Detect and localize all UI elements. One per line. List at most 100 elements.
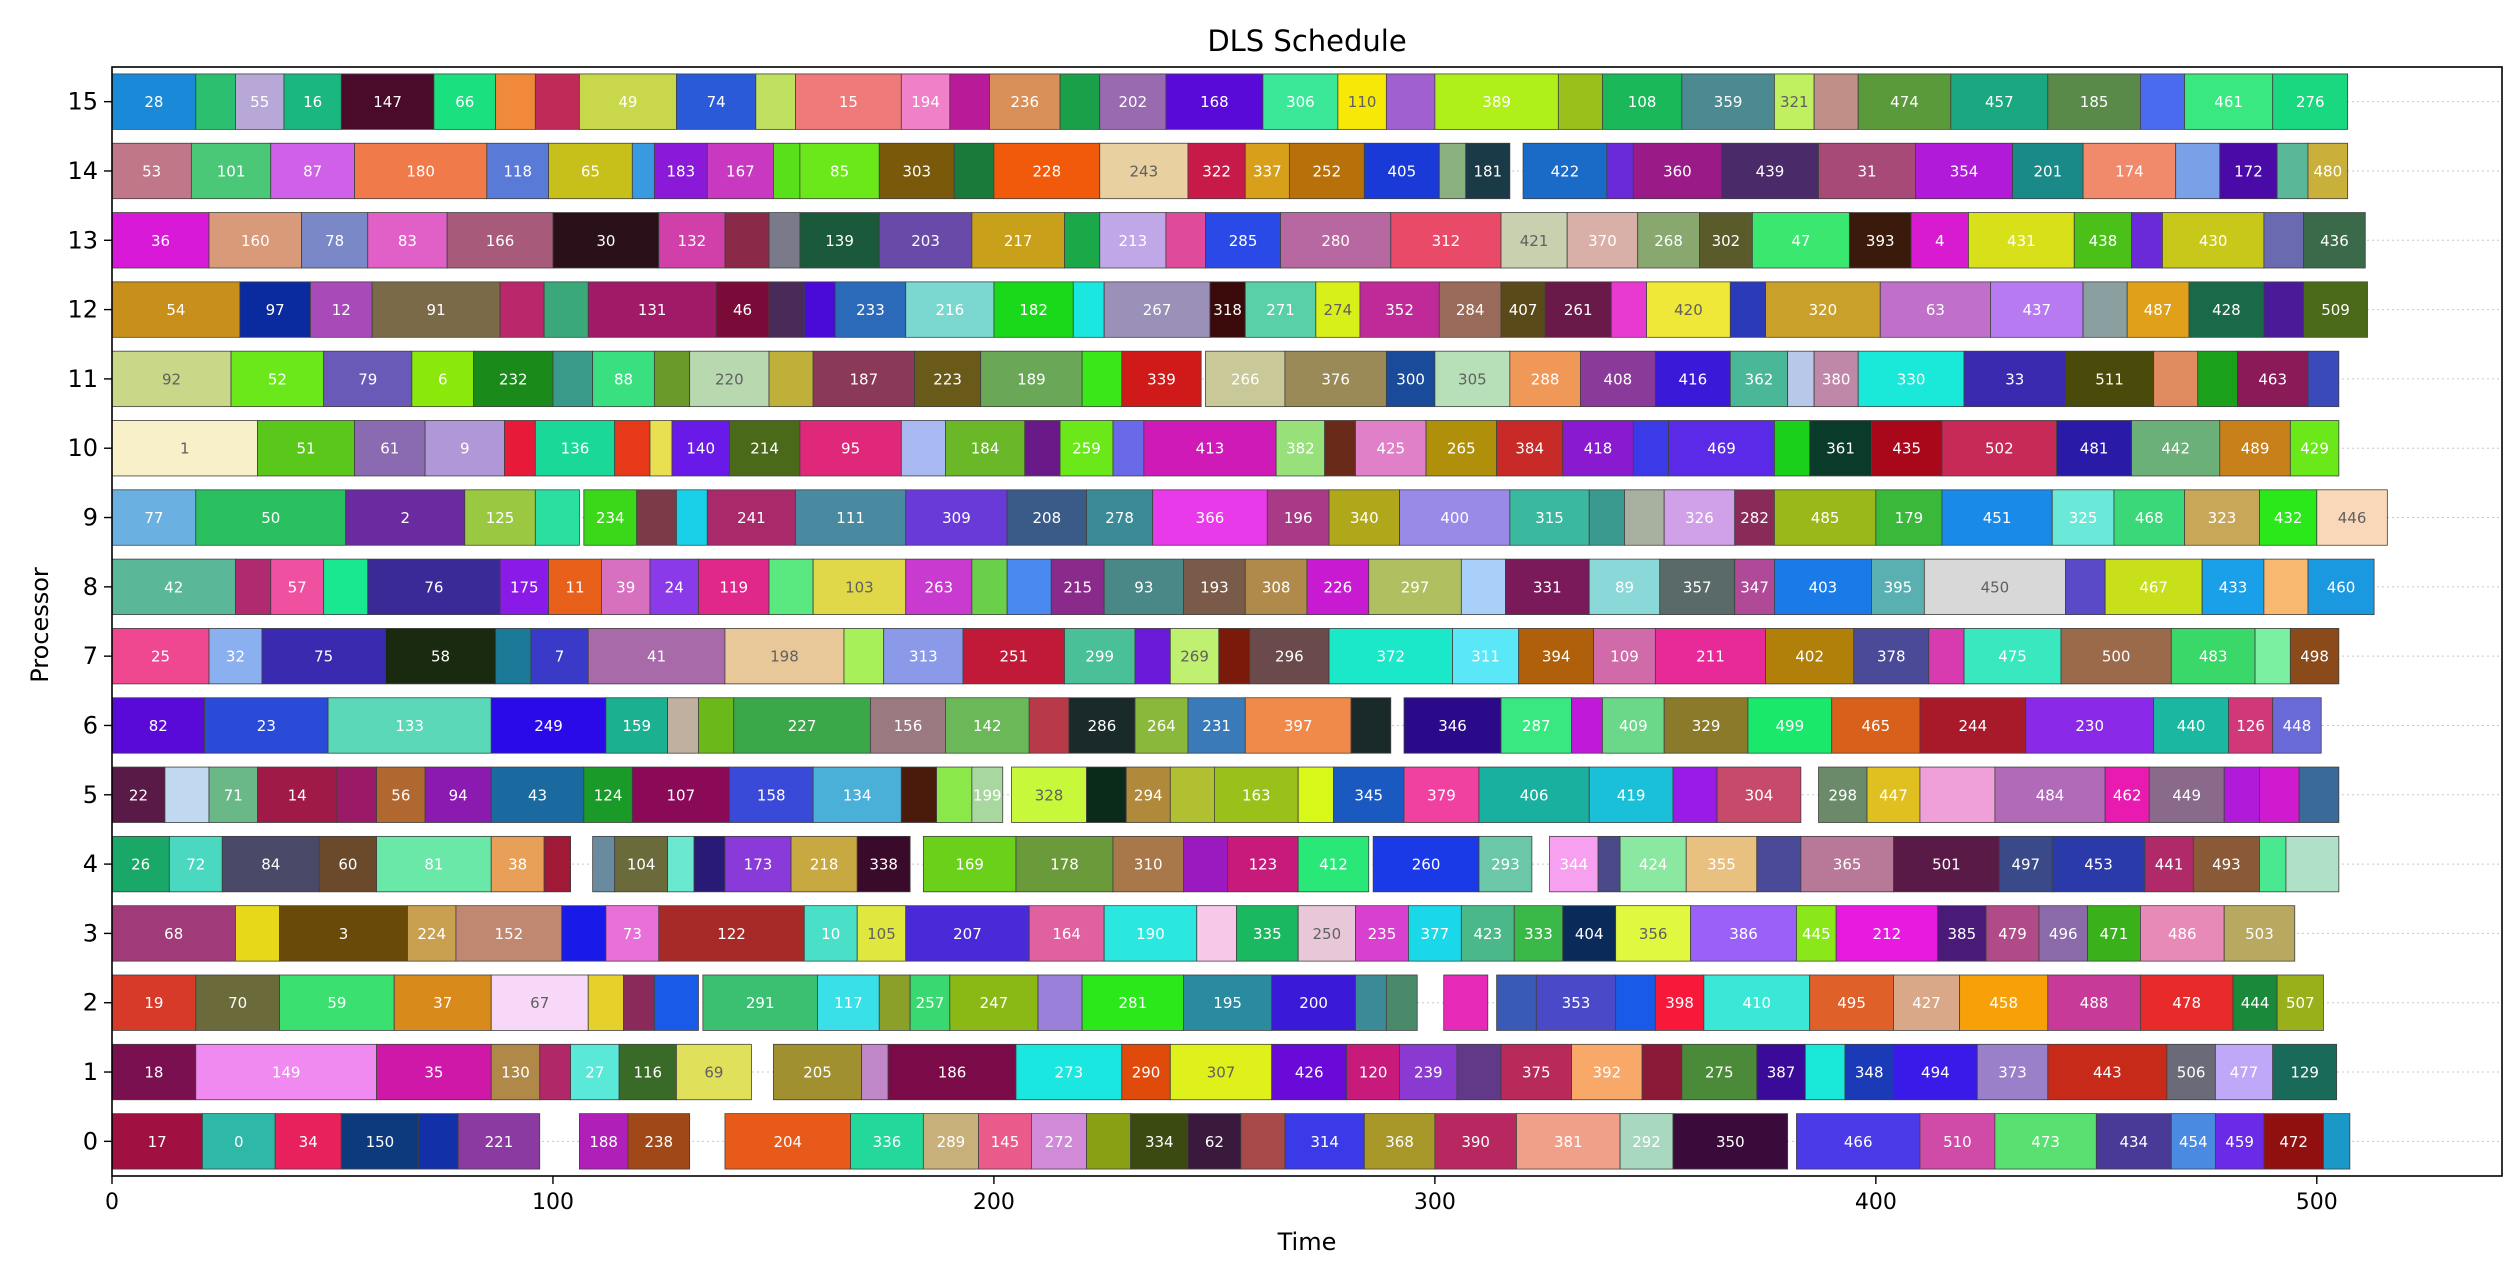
task-label: 172 (2234, 162, 2263, 180)
task-bar (1165, 73, 1264, 130)
task-label: 71 (224, 786, 243, 804)
task-bar (2153, 697, 2230, 754)
task-bar (473, 350, 554, 408)
task-label: 236 (1010, 93, 1039, 111)
task-label: 384 (1515, 440, 1544, 458)
task-label: 373 (1998, 1064, 2027, 1082)
task-label: 220 (715, 370, 744, 388)
task-bar (728, 420, 801, 477)
task-bar (270, 558, 325, 615)
task-label: 85 (830, 162, 849, 180)
task-bar (878, 142, 955, 200)
task-bar (111, 73, 197, 130)
task-label: 335 (1253, 925, 1282, 943)
task-bar (1985, 905, 2040, 962)
task-bar (2307, 142, 2349, 200)
task-bar (671, 420, 730, 477)
task-label: 348 (1855, 1064, 1884, 1082)
task-label: 74 (707, 93, 726, 111)
task-bar (1654, 628, 1766, 685)
task-bar (945, 420, 1026, 477)
task-label: 37 (433, 994, 452, 1012)
task-label: 234 (596, 509, 625, 527)
task-bar (1460, 558, 1506, 615)
task-bar (1928, 628, 1965, 685)
task-bar (623, 974, 655, 1031)
task-label: 250 (1313, 925, 1342, 943)
task-label: 296 (1275, 648, 1304, 666)
task-bar (2166, 1043, 2216, 1101)
task-bar (1205, 350, 1286, 408)
task-bar (318, 835, 377, 893)
task-bar (914, 350, 982, 408)
task-label: 495 (1837, 994, 1866, 1012)
task-bar (534, 489, 580, 546)
task-label: 208 (1033, 509, 1062, 527)
task-label: 386 (1729, 925, 1758, 943)
task-label: 502 (1985, 440, 2014, 458)
task-label: 475 (1998, 648, 2027, 666)
task-label: 183 (667, 162, 696, 180)
task-label: 313 (909, 648, 938, 666)
task-label: 510 (1943, 1133, 1972, 1151)
task-bar (2219, 142, 2278, 200)
task-label: 478 (2172, 994, 2201, 1012)
task-bar (1121, 350, 1202, 408)
task-label: 4 (1935, 232, 1945, 250)
task-label: 484 (2036, 786, 2065, 804)
task-bar (1209, 281, 1246, 338)
task-label: 263 (924, 578, 953, 596)
task-bar (2170, 1113, 2216, 1170)
task-bar (2104, 558, 2203, 615)
task-bar (1500, 697, 1572, 754)
task-label: 287 (1522, 717, 1551, 735)
task-bar (1496, 420, 1564, 477)
task-label: 187 (850, 370, 879, 388)
task-label: 328 (1035, 786, 1064, 804)
task-label: 420 (1674, 301, 1703, 319)
task-bar (1240, 1113, 1286, 1170)
task-bar (1747, 697, 1833, 754)
task-bar (457, 1113, 541, 1170)
task-label: 61 (380, 440, 399, 458)
task-bar (856, 835, 911, 893)
task-label: 372 (1376, 648, 1405, 666)
task-label: 393 (1866, 232, 1895, 250)
task-bar (2140, 974, 2234, 1031)
task-bar (1324, 420, 1356, 477)
task-label: 368 (1385, 1133, 1414, 1151)
task-bar (768, 212, 801, 269)
task-label: 10 (821, 925, 840, 943)
task-bar (636, 489, 677, 546)
task-bar (1152, 489, 1268, 546)
task-label: 378 (1877, 648, 1906, 666)
task-label: 459 (2225, 1133, 2254, 1151)
task-bar (1787, 350, 1815, 408)
task-label: 190 (1136, 925, 1165, 943)
task-label: 251 (999, 648, 1028, 666)
task-bar (834, 281, 907, 338)
task-bar (2047, 1043, 2168, 1101)
task-bar (653, 974, 699, 1031)
task-label: 122 (717, 925, 746, 943)
task-label: 309 (942, 509, 971, 527)
task-bar (1500, 281, 1546, 338)
task-label: 69 (704, 1064, 723, 1082)
task-bar (301, 212, 369, 269)
task-label: 370 (1588, 232, 1617, 250)
task-label: 158 (757, 786, 786, 804)
task-bar (790, 835, 858, 893)
task-label: 181 (1473, 162, 1502, 180)
task-bar (1588, 766, 1674, 823)
task-bar (1112, 420, 1145, 477)
chart-title: DLS Schedule (1207, 24, 1406, 58)
task-bar (2184, 73, 2274, 130)
task-bar (2316, 489, 2388, 546)
task-bar (1183, 835, 1229, 893)
task-label: 235 (1368, 925, 1397, 943)
task-bar (2065, 350, 2155, 408)
task-label: 129 (2290, 1064, 2319, 1082)
y-tick-label: 1 (83, 1058, 98, 1086)
task-bar (587, 974, 624, 1031)
